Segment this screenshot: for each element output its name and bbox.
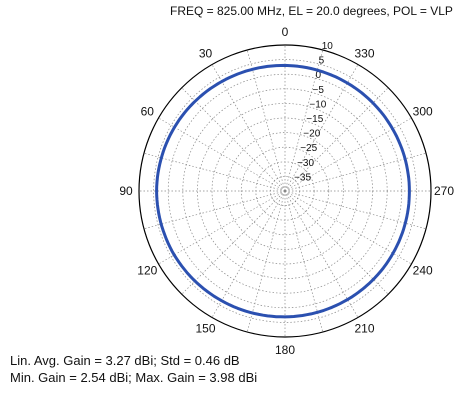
polar-grid-circle [211, 117, 359, 265]
radial-tick-label: 5 [319, 56, 325, 67]
polar-grid-spoke [181, 87, 286, 192]
angle-tick-label: 0 [282, 25, 289, 39]
angle-tick-label: 60 [141, 105, 155, 119]
radial-tick-label: −35 [294, 172, 311, 183]
angle-tick-label: 330 [354, 46, 374, 60]
polar-grid-spoke [158, 190, 286, 265]
angle-tick-label: 240 [413, 264, 433, 278]
radial-tick-label: −25 [300, 143, 317, 154]
gain-trace [155, 63, 411, 319]
radial-tick-label: −30 [297, 158, 314, 169]
stats-line-2: Min. Gain = 2.54 dBi; Max. Gain = 3.98 d… [10, 370, 258, 385]
radial-tick-label: −5 [313, 85, 325, 96]
angle-tick-label: 300 [413, 105, 433, 119]
radial-tick-label: −10 [309, 99, 326, 110]
polar-grid-circle [226, 132, 344, 250]
radial-tick-label: 0 [316, 70, 322, 81]
stats-line-1: Lin. Avg. Gain = 3.27 dBi; Std = 0.46 dB [10, 353, 240, 368]
angle-tick-label: 120 [137, 264, 157, 278]
radial-tick-label: 10 [322, 41, 334, 52]
polar-grid-spoke [246, 49, 286, 192]
polar-outer-circle [138, 44, 432, 338]
polar-grid-circle [153, 59, 417, 323]
angle-tick-label: 30 [199, 46, 213, 60]
polar-grid-spoke [143, 190, 286, 230]
polar-grid-spoke [211, 190, 286, 318]
radial-tick-label: −15 [306, 114, 323, 125]
polar-grid-spoke [143, 152, 286, 192]
angle-tick-label: 180 [275, 343, 295, 357]
angle-tick-label: 270 [434, 184, 454, 198]
angle-tick-label: 90 [119, 184, 133, 198]
chart-title: FREQ = 825.00 MHz, EL = 20.0 degrees, PO… [170, 4, 453, 18]
angle-tick-label: 150 [195, 322, 215, 336]
polar-grid-circle [240, 146, 330, 236]
radial-tick-label: −20 [303, 129, 320, 140]
angle-tick-label: 210 [354, 322, 374, 336]
